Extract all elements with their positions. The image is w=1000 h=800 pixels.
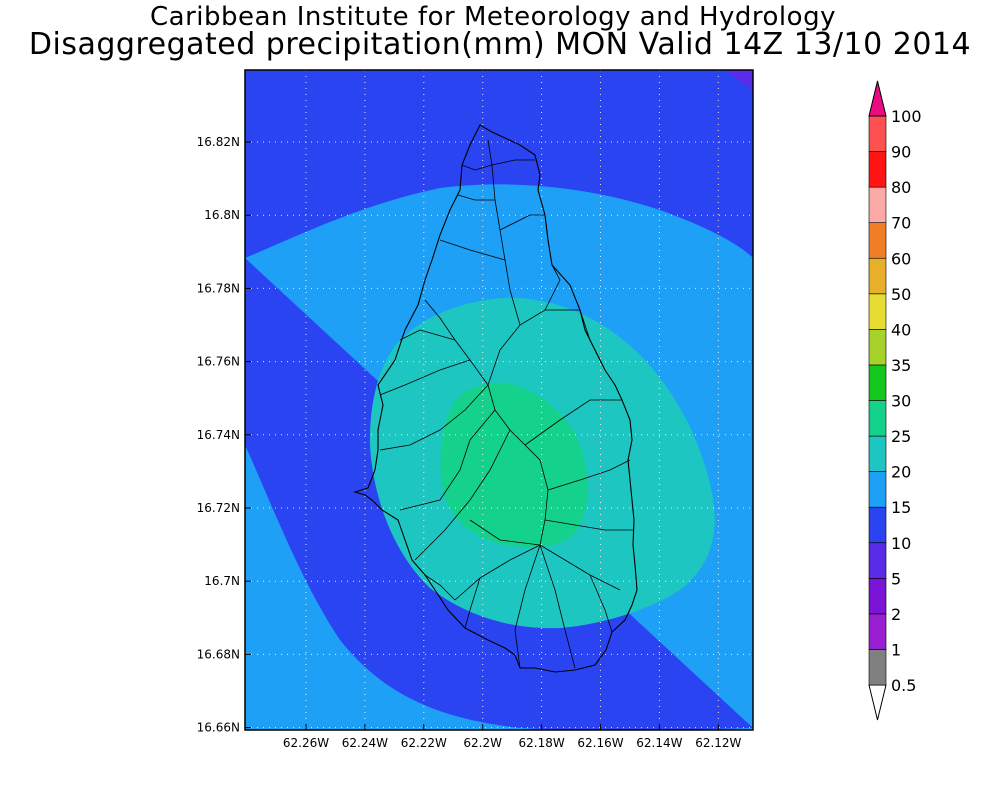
chart-title-institute: Caribbean Institute for Meteorology and … [150,2,836,32]
island-outline [353,124,638,673]
corner-5-10mm [725,70,753,90]
watershed-line [399,409,496,511]
lon-tick-label: 62.18W [518,736,564,750]
watershed-line [379,359,471,396]
lon-tick-label: 62.22W [401,736,447,750]
colorbar-level-label: 25 [891,427,911,446]
precip-field [245,70,753,730]
colorbar-swatch [868,329,887,366]
watershed-line [514,544,541,669]
watershed-boundaries [379,139,633,669]
colorbar-swatch [868,186,887,223]
plot-frame [244,69,754,731]
colorbar-level-label: 40 [891,320,911,339]
lat-tick-label: 16.72N [197,501,240,515]
lon-tick-label: 62.12W [695,736,741,750]
watershed-line [491,159,535,166]
lat-tick-label: 16.78N [197,281,240,295]
watershed-line [414,429,511,561]
lon-tick-label: 62.24W [342,736,388,750]
lat-tick-label: 16.76N [197,355,240,369]
watershed-line [469,519,541,546]
colorbar-swatch [868,222,887,259]
colorbar-swatch [868,151,887,188]
colorbar-swatch [868,364,887,401]
colorbar-swatch [868,578,887,615]
colorbar-level-label: 5 [891,569,901,588]
watershed-line [547,459,631,491]
colorbar-level-label: 10 [891,534,911,553]
colorbar-max-arrow [868,80,887,117]
lat-tick-label: 16.8N [204,208,240,222]
colorbar-swatch [868,649,887,686]
watershed-line [454,544,541,601]
lat-tick-label: 16.74N [197,428,240,442]
colorbar-swatch [868,435,887,472]
watershed-line [524,399,622,446]
watershed-line [579,309,601,361]
colorbar-swatch [868,471,887,508]
colorbar-level-label: 2 [891,605,901,624]
lat-tick-label: 16.68N [197,647,240,661]
colorbar-level-label: 1 [891,640,901,659]
colorbar-level-label: 35 [891,356,911,375]
watershed-line [589,574,613,633]
colorbar-min-arrow [868,684,887,721]
colorbar-level-label: 80 [891,178,911,197]
colorbar-level-label: 15 [891,498,911,517]
watershed-line [539,544,576,669]
colorbar-level-label: 50 [891,285,911,304]
colorbar-level-label: 30 [891,392,911,411]
latitude-axis: 16.82N 16.8N 16.78N 16.76N 16.74N 16.72N 16.7N… [197,135,251,735]
lon-tick-label: 62.16W [577,736,623,750]
field-25-30mm [440,382,588,548]
watershed-line [379,384,489,451]
lat-tick-label: 16.82N [197,135,240,149]
lon-tick-label: 62.2W [463,736,502,750]
lon-tick-label: 62.26W [283,736,329,750]
colorbar-swatch [868,542,887,579]
colorbar-swatch [868,613,887,650]
watershed-line [424,574,456,601]
lon-tick-label: 62.14W [636,736,682,750]
watershed-line [461,164,493,171]
watershed-line [399,329,456,341]
colorbar-swatch [868,293,887,330]
lat-tick-label: 16.66N [197,721,240,735]
colorbar-level-label: 90 [891,143,911,162]
longitude-axis: 62.26W 62.24W 62.22W 62.2W 62.18W 62.16W 62.14… [283,724,742,750]
watershed-line [544,519,633,531]
watershed-line [464,577,481,629]
colorbar-level-label: 20 [891,463,911,482]
colorbar-level-label: 70 [891,214,911,233]
watershed-line [487,384,549,546]
chart-title-product: Disaggregated precipitation(mm) MON Vali… [28,27,972,62]
montserrat-coastline [353,124,638,673]
colorbar-level-label: 100 [891,107,922,126]
colorbar-swatch [868,257,887,295]
watershed-line [539,544,621,591]
colorbar-level-label: 60 [891,249,911,268]
map-gridlines [245,70,753,730]
watershed-line [544,264,561,311]
colorbar-swatch [868,400,887,437]
watershed-line [457,194,495,201]
watershed-line [499,214,545,231]
colorbar-swatch [868,506,887,544]
lat-tick-label: 16.7N [204,574,240,588]
watershed-line [439,239,506,261]
colorbar-level-label: 0.5 [891,676,916,695]
colorbar-swatch [868,115,887,152]
